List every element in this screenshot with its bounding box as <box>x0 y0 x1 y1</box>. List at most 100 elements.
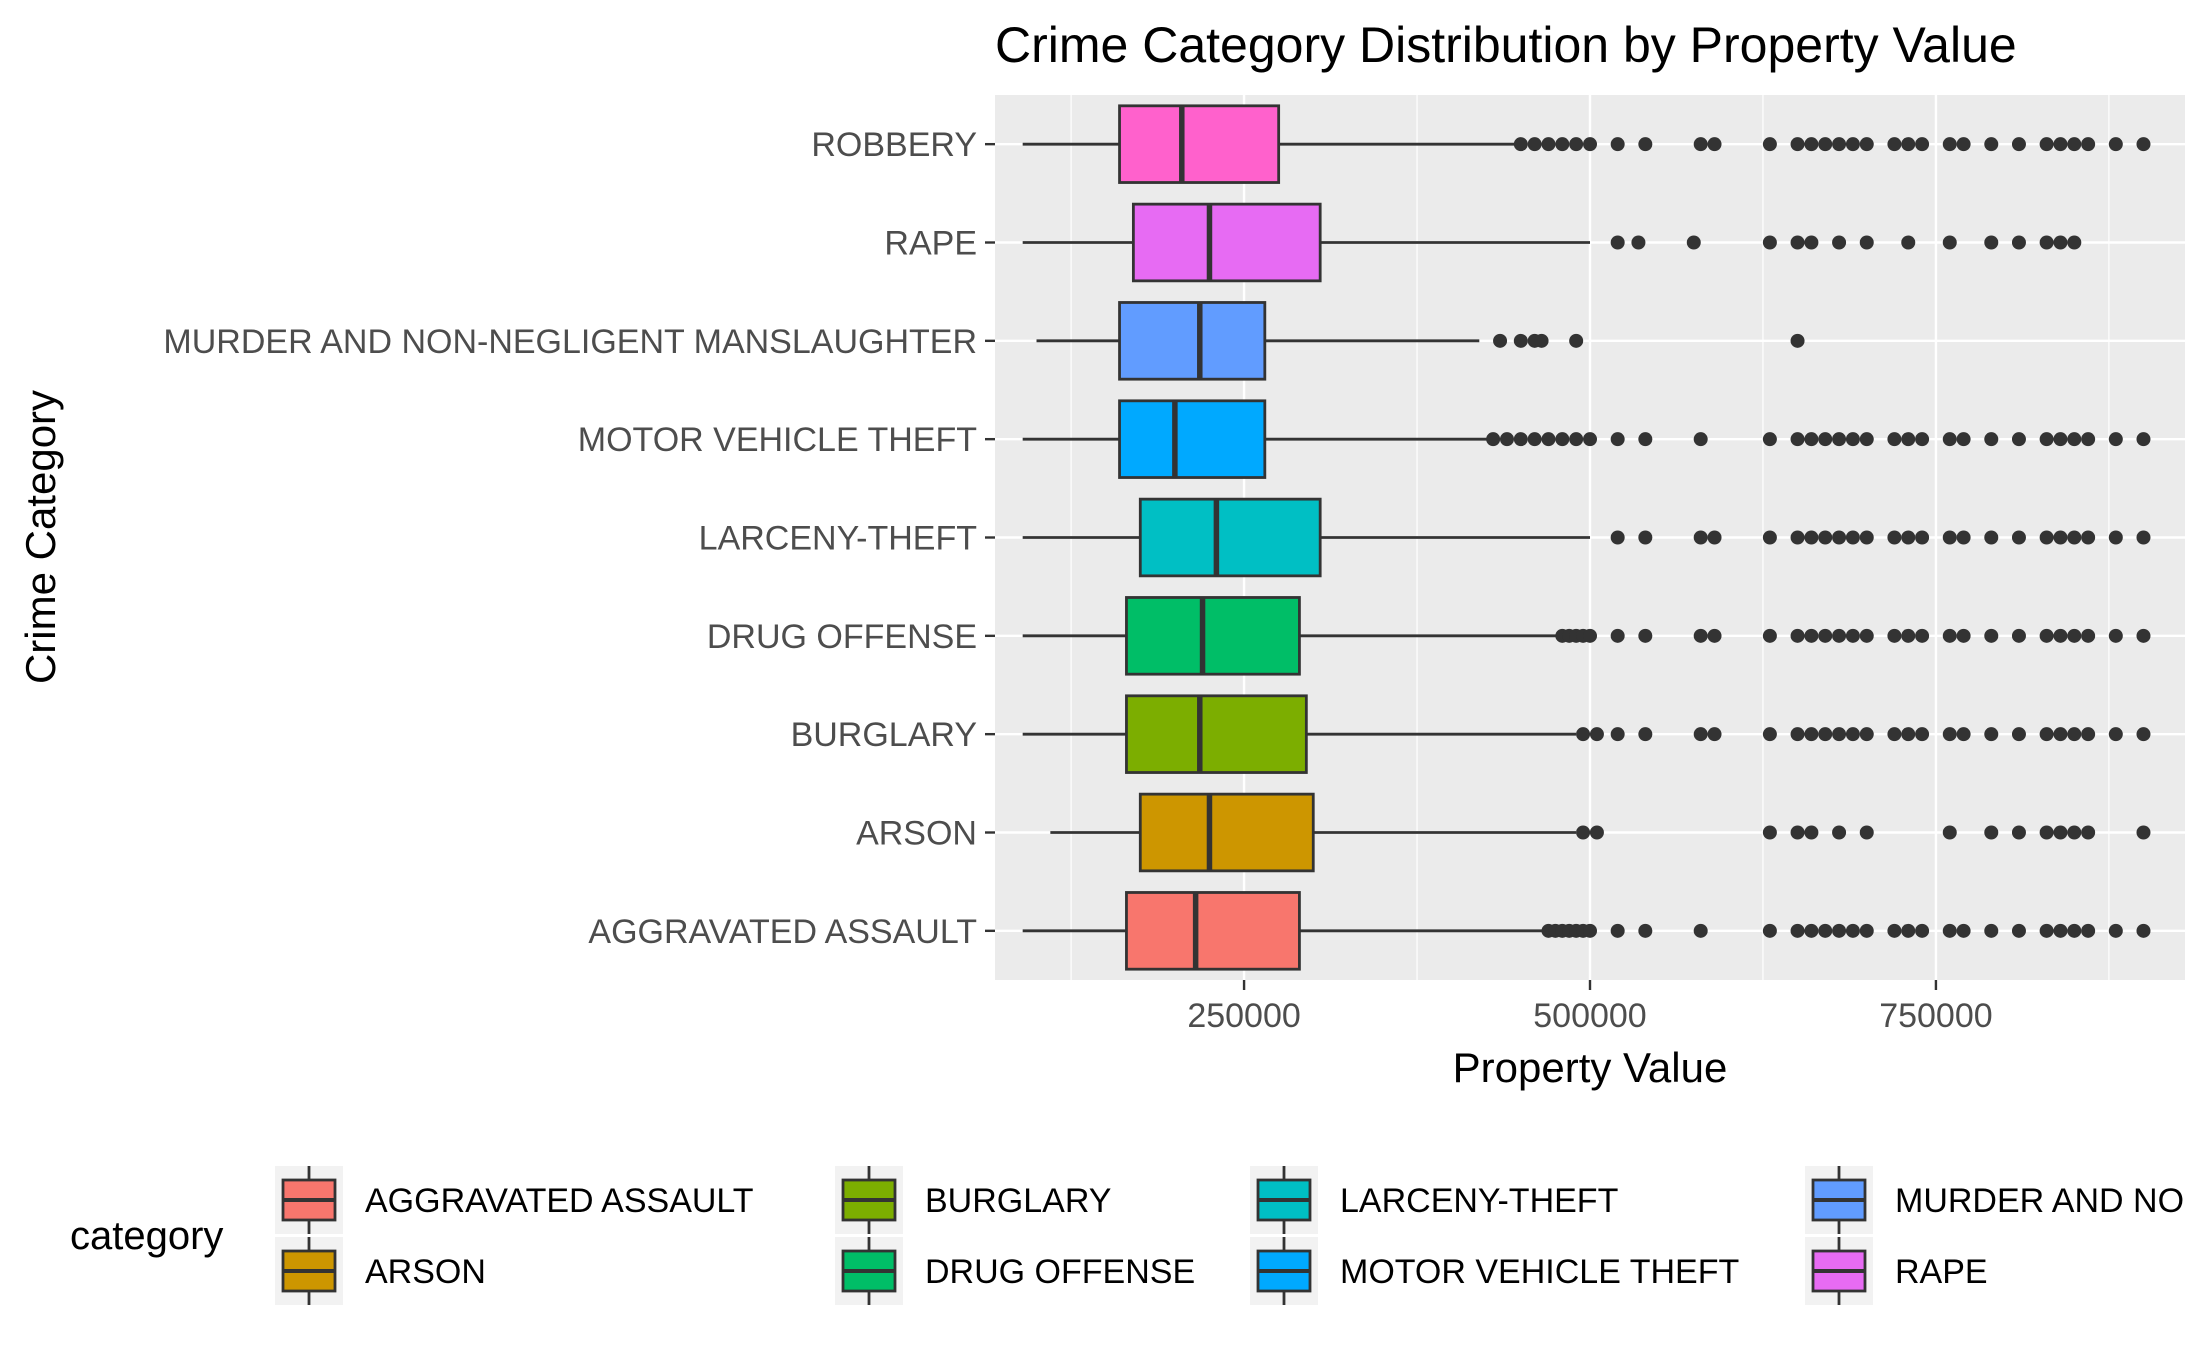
y-tick-label: ARSON <box>856 815 977 853</box>
legend-label: BURGLARY <box>925 1182 1111 1220</box>
outlier-point <box>2053 923 2068 938</box>
outlier-point <box>1762 530 1777 545</box>
outlier-point <box>2053 235 2068 250</box>
outlier-point <box>1859 923 1874 938</box>
outlier-point <box>1942 727 1957 742</box>
outlier-point <box>1610 235 1625 250</box>
outlier-point <box>2108 923 2123 938</box>
outlier-point <box>1942 137 1957 152</box>
y-tick-label: DRUG OFFENSE <box>707 618 977 656</box>
outlier-point <box>2136 628 2151 643</box>
box <box>1125 596 1301 676</box>
outlier-point <box>1638 727 1653 742</box>
y-tick-label: MURDER AND NON-NEGLIGENT MANSLAUGHTER <box>163 323 977 361</box>
outlier-point <box>1845 137 1860 152</box>
outlier-point <box>1493 333 1508 348</box>
box <box>1131 202 1322 283</box>
outlier-point <box>1818 628 1833 643</box>
outlier-point <box>1956 432 1971 447</box>
box <box>1138 792 1315 873</box>
outlier-point <box>1583 137 1597 152</box>
outlier-point <box>2011 137 2026 152</box>
outlier-point <box>1984 235 1999 250</box>
outlier-point <box>1804 628 1819 643</box>
outlier-point <box>2081 530 2096 545</box>
outlier-point <box>1804 530 1819 545</box>
outlier-point <box>1915 727 1930 742</box>
legend-label: MOTOR VEHICLE THEFT <box>1340 1253 1739 1291</box>
outlier-point <box>1555 432 1570 447</box>
legend-title: category <box>70 1214 223 1258</box>
outlier-point <box>1984 727 1999 742</box>
outlier-point <box>2081 137 2096 152</box>
box-group <box>1022 694 2151 774</box>
outlier-point <box>1915 530 1930 545</box>
outlier-point <box>1956 628 1971 643</box>
legend-item: AGGRAVATED ASSAULT <box>275 1166 754 1234</box>
box-group <box>1022 104 2151 184</box>
legend-label: AGGRAVATED ASSAULT <box>365 1182 754 1220</box>
y-tick-label: AGGRAVATED ASSAULT <box>588 913 977 951</box>
legend-item: BURGLARY <box>835 1166 1111 1234</box>
outlier-point <box>1818 432 1833 447</box>
outlier-point <box>1638 923 1653 938</box>
outlier-point <box>1984 825 1999 840</box>
outlier-point <box>1707 530 1722 545</box>
outlier-point <box>2081 727 2096 742</box>
outlier-point <box>1915 923 1930 938</box>
outlier-point <box>1915 137 1930 152</box>
box <box>1125 891 1301 971</box>
outlier-point <box>1513 432 1528 447</box>
outlier-point <box>1631 235 1646 250</box>
outlier-point <box>2053 825 2068 840</box>
outlier-point <box>1610 530 1625 545</box>
box-group <box>1036 301 1805 381</box>
outlier-point <box>1915 432 1930 447</box>
outlier-point <box>1555 137 1570 152</box>
outlier-point <box>2067 432 2082 447</box>
outlier-point <box>1804 235 1819 250</box>
outlier-point <box>1589 825 1604 840</box>
outlier-point <box>1576 825 1591 840</box>
outlier-point <box>2039 137 2054 152</box>
outlier-point <box>1818 137 1833 152</box>
outlier-point <box>2011 432 2026 447</box>
box-group <box>1050 792 2151 873</box>
outlier-point <box>2136 137 2151 152</box>
outlier-point <box>1513 333 1528 348</box>
outlier-point <box>2081 432 2096 447</box>
outlier-point <box>1527 432 1542 447</box>
outlier-point <box>1638 137 1653 152</box>
outlier-point <box>2053 137 2068 152</box>
outlier-point <box>1859 628 1874 643</box>
outlier-point <box>2053 727 2068 742</box>
legend-item: LARCENY-THEFT <box>1250 1166 1618 1234</box>
outlier-point <box>1832 432 1847 447</box>
legend-label: MURDER AND NO <box>1895 1182 2184 1220</box>
outlier-point <box>2011 530 2026 545</box>
outlier-point <box>1569 333 1584 348</box>
box <box>1138 497 1322 578</box>
box <box>1118 104 1281 184</box>
outlier-point <box>1942 530 1957 545</box>
outlier-point <box>1790 432 1805 447</box>
outlier-point <box>1513 137 1528 152</box>
outlier-point <box>1887 628 1902 643</box>
legend-item: MURDER AND NO <box>1805 1166 2184 1234</box>
outlier-point <box>2039 923 2054 938</box>
outlier-point <box>1762 727 1777 742</box>
outlier-point <box>2108 432 2123 447</box>
outlier-point <box>2136 530 2151 545</box>
x-tick-label: 500000 <box>1533 997 1646 1035</box>
outlier-point <box>1610 137 1625 152</box>
outlier-point <box>1583 923 1597 938</box>
legend-label: LARCENY-THEFT <box>1340 1182 1618 1220</box>
outlier-point <box>1486 432 1501 447</box>
outlier-point <box>2011 628 2026 643</box>
outlier-point <box>1638 530 1653 545</box>
outlier-point <box>1790 727 1805 742</box>
outlier-point <box>1569 432 1584 447</box>
outlier-point <box>1845 530 1860 545</box>
outlier-point <box>1832 628 1847 643</box>
